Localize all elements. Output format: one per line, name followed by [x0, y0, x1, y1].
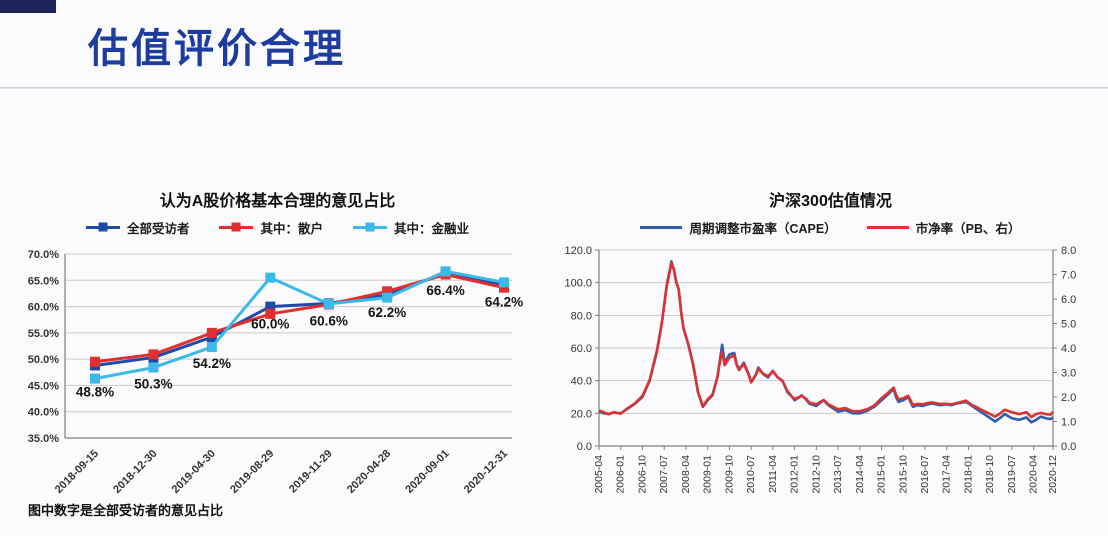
svg-text:0.0: 0.0: [1061, 441, 1076, 453]
title-divider: [0, 87, 1108, 89]
svg-text:65.0%: 65.0%: [28, 275, 59, 287]
svg-text:2019-07: 2019-07: [1006, 455, 1018, 494]
legend-label: 其中：散户: [260, 221, 323, 236]
left-chart-legend: 全部受访者 其中：散户 其中：金融业: [20, 214, 535, 240]
legend-label: 其中：金融业: [394, 221, 470, 236]
valuation-line-chart: 沪深300估值情况 周期调整市盈率（CAPE） 市净率（PB、右） 0.0 20.0…: [553, 190, 1108, 536]
svg-text:60.0%: 60.0%: [251, 317, 289, 332]
svg-text:50.0%: 50.0%: [28, 354, 59, 366]
svg-text:6.0: 6.0: [1061, 294, 1076, 306]
svg-text:2020-04: 2020-04: [1028, 455, 1040, 494]
svg-text:55.0%: 55.0%: [28, 328, 59, 340]
svg-text:2009-01: 2009-01: [702, 455, 714, 494]
svg-text:62.2%: 62.2%: [368, 305, 406, 320]
svg-text:4.0: 4.0: [1061, 343, 1076, 355]
svg-text:64.2%: 64.2%: [485, 294, 523, 309]
svg-text:2013-07: 2013-07: [832, 455, 844, 494]
legend-item: 其中：金融业: [353, 218, 469, 237]
right-chart-legend: 周期调整市盈率（CAPE） 市净率（PB、右）: [553, 214, 1108, 240]
legend-item: 全部受访者: [85, 218, 190, 237]
legend-label: 市净率（PB、右）: [915, 221, 1021, 236]
right-chart-title: 沪深300估值情况: [769, 193, 892, 210]
svg-text:54.2%: 54.2%: [193, 356, 231, 371]
svg-text:2017-04: 2017-04: [941, 455, 953, 494]
svg-text:2005-04: 2005-04: [593, 455, 605, 494]
svg-text:2014-04: 2014-04: [854, 455, 866, 494]
left-chart-plot: 35.0% 40.0% 45.0% 50.0% 55.0% 60.0% 65.0% 70.0%…: [28, 249, 523, 496]
svg-text:48.8%: 48.8%: [76, 384, 114, 399]
svg-text:2020-09-01: 2020-09-01: [403, 448, 451, 496]
svg-text:80.0: 80.0: [571, 310, 592, 322]
svg-text:35.0%: 35.0%: [28, 433, 59, 445]
svg-text:100.0: 100.0: [564, 278, 592, 290]
svg-text:2012-10: 2012-10: [810, 455, 822, 494]
legend-swatch: [85, 222, 120, 232]
svg-text:2019-11-29: 2019-11-29: [287, 448, 335, 496]
legend-label: 周期调整市盈率（CAPE）: [689, 221, 837, 236]
svg-text:2007-07: 2007-07: [658, 455, 670, 494]
legend-item: 市净率（PB、右）: [866, 218, 1021, 237]
svg-text:2010-07: 2010-07: [745, 455, 757, 494]
svg-text:2015-10: 2015-10: [897, 455, 909, 494]
svg-text:2018-01: 2018-01: [962, 455, 974, 494]
svg-text:2015-01: 2015-01: [876, 455, 888, 494]
svg-text:66.4%: 66.4%: [426, 283, 464, 298]
right-chart-plot: 0.0 20.0 40.0 60.0 80.0 100.0 120.0 0.0 1.0 2.0 3.…: [564, 245, 1076, 494]
svg-text:2011-04: 2011-04: [767, 455, 779, 493]
svg-text:2006-01: 2006-01: [615, 455, 627, 494]
svg-text:7.0: 7.0: [1061, 270, 1076, 282]
svg-text:120.0: 120.0: [564, 245, 592, 257]
svg-text:2019-08-29: 2019-08-29: [228, 448, 276, 496]
legend-item: 周期调整市盈率（CAPE）: [640, 218, 837, 237]
svg-text:45.0%: 45.0%: [28, 380, 59, 392]
svg-text:70.0%: 70.0%: [28, 249, 59, 261]
corner-accent-block: [0, 0, 56, 13]
svg-text:60.0: 60.0: [571, 343, 592, 355]
svg-text:2018-09-15: 2018-09-15: [53, 448, 101, 496]
slide-title: 估值评价合理: [88, 27, 346, 71]
svg-text:2019-04-30: 2019-04-30: [170, 448, 218, 496]
legend-item: 其中：散户: [219, 218, 323, 237]
svg-text:40.0: 40.0: [571, 376, 592, 388]
legend-swatch: [640, 225, 683, 229]
svg-text:60.0%: 60.0%: [28, 302, 59, 314]
svg-text:2009-10: 2009-10: [723, 455, 735, 494]
survey-line-chart: 认为A股价格基本合理的意见占比 全部受访者 其中：散户 其中：金融业 35.0% 40…: [20, 190, 535, 536]
svg-text:5.0: 5.0: [1061, 319, 1076, 331]
left-chart-title: 认为A股价格基本合理的意见占比: [159, 193, 396, 210]
svg-text:2018-10: 2018-10: [984, 455, 996, 494]
svg-text:2.0: 2.0: [1061, 392, 1076, 404]
svg-text:2016-07: 2016-07: [919, 455, 931, 494]
svg-text:8.0: 8.0: [1061, 245, 1076, 257]
legend-label: 全部受访者: [126, 221, 190, 236]
svg-text:2020-12-31: 2020-12-31: [462, 448, 510, 496]
svg-text:50.3%: 50.3%: [134, 377, 172, 392]
legend-swatch: [353, 222, 387, 232]
svg-text:2020-12: 2020-12: [1047, 455, 1059, 494]
svg-text:40.0%: 40.0%: [28, 407, 59, 419]
svg-text:20.0: 20.0: [571, 408, 592, 420]
svg-text:2018-12-30: 2018-12-30: [111, 448, 159, 496]
left-chart-footnote: 图中数字是全部受访者的意见占比: [28, 503, 224, 518]
legend-swatch: [219, 222, 254, 232]
svg-text:3.0: 3.0: [1061, 368, 1076, 380]
svg-text:0.0: 0.0: [577, 441, 592, 453]
legend-swatch: [866, 225, 909, 229]
svg-text:60.6%: 60.6%: [310, 313, 348, 328]
svg-text:2012-01: 2012-01: [789, 455, 801, 494]
svg-text:2008-04: 2008-04: [680, 455, 692, 494]
svg-text:1.0: 1.0: [1061, 417, 1076, 429]
svg-text:2006-10: 2006-10: [636, 455, 648, 494]
svg-text:2020-04-28: 2020-04-28: [345, 448, 393, 496]
